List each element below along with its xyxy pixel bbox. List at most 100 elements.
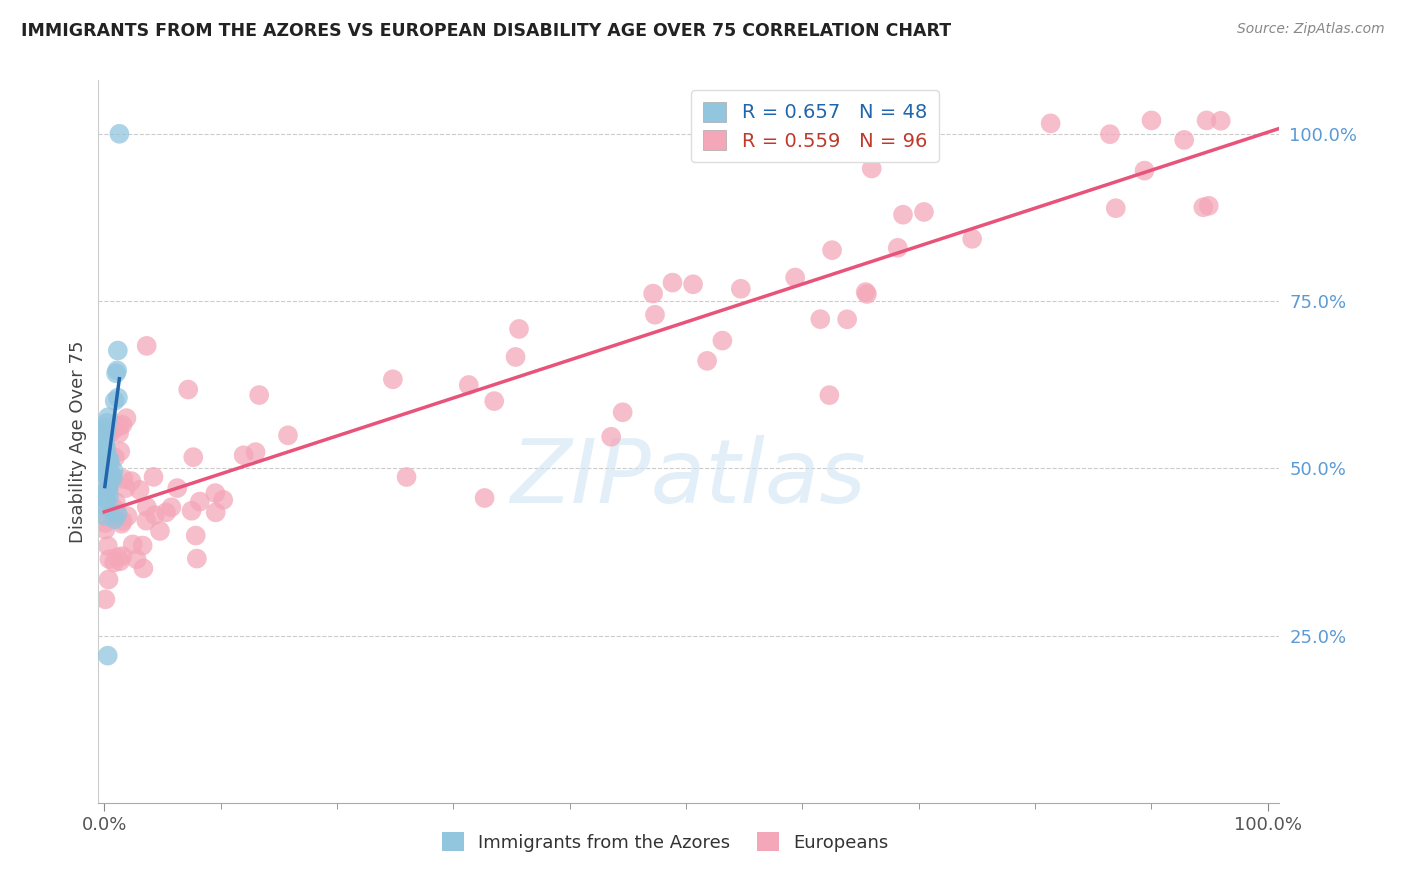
Point xyxy=(131,539,153,553)
Point xyxy=(696,354,718,368)
Point xyxy=(1133,163,1156,178)
Point xyxy=(94,457,117,471)
Point xyxy=(98,455,121,469)
Point xyxy=(97,482,120,496)
Point xyxy=(105,363,128,377)
Point xyxy=(101,423,124,437)
Point xyxy=(155,505,177,519)
Point xyxy=(94,429,117,443)
Point xyxy=(96,416,118,430)
Point xyxy=(104,495,127,509)
Point xyxy=(508,322,530,336)
Point xyxy=(94,523,117,537)
Point xyxy=(181,450,204,464)
Point xyxy=(505,350,527,364)
Point xyxy=(100,467,122,481)
Point xyxy=(142,470,165,484)
Point xyxy=(1209,113,1232,128)
Point xyxy=(457,378,479,392)
Point xyxy=(98,490,121,504)
Point xyxy=(101,469,124,483)
Point xyxy=(97,648,120,663)
Point xyxy=(600,430,623,444)
Point xyxy=(204,486,226,500)
Point xyxy=(641,286,664,301)
Point xyxy=(96,468,118,483)
Point xyxy=(132,561,155,575)
Point xyxy=(94,458,117,473)
Point xyxy=(891,208,914,222)
Point xyxy=(94,425,117,440)
Point xyxy=(474,491,496,505)
Point xyxy=(104,450,127,465)
Point xyxy=(94,508,117,523)
Point xyxy=(108,554,131,568)
Point xyxy=(94,454,117,468)
Point xyxy=(661,276,683,290)
Point xyxy=(98,472,121,486)
Point xyxy=(94,421,117,435)
Point xyxy=(96,492,118,507)
Point xyxy=(98,452,121,467)
Point xyxy=(484,394,506,409)
Point xyxy=(94,421,117,435)
Point xyxy=(96,467,118,481)
Point xyxy=(612,405,634,419)
Point xyxy=(94,465,117,479)
Point xyxy=(94,458,117,473)
Point xyxy=(94,464,117,478)
Point xyxy=(135,339,157,353)
Point xyxy=(111,516,134,531)
Point xyxy=(960,232,983,246)
Point xyxy=(94,516,117,530)
Point xyxy=(818,388,841,402)
Point xyxy=(94,439,117,453)
Point xyxy=(128,483,150,497)
Point xyxy=(111,417,134,432)
Point xyxy=(105,366,128,380)
Point xyxy=(97,539,120,553)
Point xyxy=(96,471,118,485)
Text: IMMIGRANTS FROM THE AZORES VS EUROPEAN DISABILITY AGE OVER 75 CORRELATION CHART: IMMIGRANTS FROM THE AZORES VS EUROPEAN D… xyxy=(21,22,952,40)
Point xyxy=(107,550,129,565)
Text: Source: ZipAtlas.com: Source: ZipAtlas.com xyxy=(1237,22,1385,37)
Point xyxy=(277,428,299,442)
Text: ZIPatlas: ZIPatlas xyxy=(512,434,866,521)
Point xyxy=(180,504,202,518)
Point xyxy=(711,334,734,348)
Point xyxy=(96,493,118,508)
Point xyxy=(94,437,117,451)
Point xyxy=(96,448,118,462)
Point xyxy=(808,312,831,326)
Point xyxy=(114,481,136,495)
Point xyxy=(107,343,129,358)
Point xyxy=(1098,127,1121,141)
Point xyxy=(887,241,910,255)
Point xyxy=(860,161,883,176)
Point xyxy=(135,500,157,514)
Point xyxy=(108,127,131,141)
Point xyxy=(1039,116,1062,130)
Point xyxy=(108,426,131,441)
Point xyxy=(117,509,139,524)
Point xyxy=(821,243,844,257)
Point xyxy=(104,393,127,408)
Point xyxy=(98,427,121,442)
Point xyxy=(232,448,254,462)
Point xyxy=(143,508,166,522)
Point xyxy=(94,486,117,500)
Point xyxy=(166,481,188,495)
Point xyxy=(103,464,125,478)
Point xyxy=(108,419,131,434)
Point xyxy=(107,391,129,405)
Point xyxy=(111,549,134,563)
Point xyxy=(111,514,134,528)
Point xyxy=(149,524,172,538)
Point xyxy=(188,494,211,508)
Point xyxy=(837,312,859,326)
Point xyxy=(97,469,120,483)
Point xyxy=(1195,113,1218,128)
Point xyxy=(120,474,142,488)
Point xyxy=(103,556,125,570)
Point xyxy=(94,442,117,456)
